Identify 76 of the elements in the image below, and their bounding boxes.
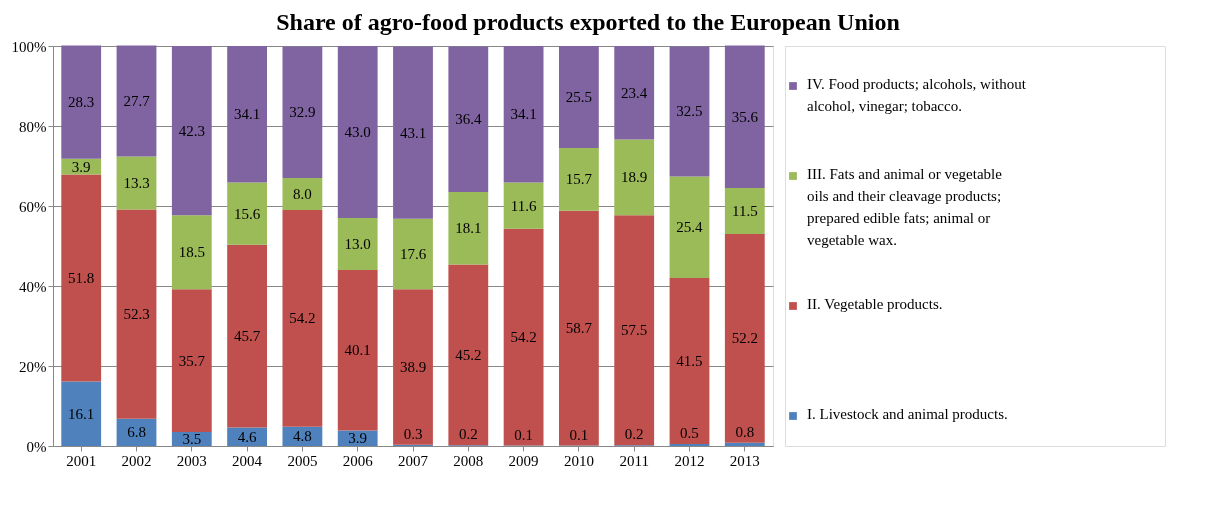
data-label: 51.8 [68,270,95,286]
y-tick-label: 80% [19,118,47,135]
data-label: 3.9 [71,158,91,175]
x-tick-label: 2010 [563,452,594,469]
x-tick-label: 2012 [674,452,705,469]
data-label: 57.5 [621,322,648,339]
data-label: 43.0 [344,124,371,140]
data-label: 25.4 [676,219,704,236]
data-label: 4.6 [237,428,257,445]
x-tick-label: 2005 [287,452,318,469]
data-label: 38.9 [399,359,427,375]
y-tick-label: 100% [11,38,47,55]
x-tick-label: 2003 [176,452,207,469]
data-label: 54.2 [289,310,316,327]
y-tick-label: 20% [19,358,47,375]
data-label: 32.5 [676,103,703,120]
data-label: 54.2 [510,329,537,346]
y-tick-label: 0% [26,438,47,455]
data-label: 45.7 [233,328,261,345]
data-label: 25.5 [565,89,593,105]
data-label: 0.1 [514,426,533,443]
data-label: 17.6 [399,246,427,262]
x-tick-label: 2008 [453,452,484,469]
data-label: 35.6 [731,108,759,125]
data-label: 13.0 [344,236,371,252]
legend-label: III. Fats and animal or vegetable oils and their cleavage products; prepared edible fats; animal or vegetable wax. [807,166,1003,248]
data-label: 27.7 [123,93,151,109]
data-label: 45.2 [455,346,482,363]
data-label: 0.8 [735,423,755,440]
x-tick-label: 2013 [729,452,760,469]
x-tick-label: 2001 [66,452,97,469]
data-label: 0.3 [403,425,423,442]
data-label: 43.1 [399,124,427,141]
data-label: 52.3 [123,306,150,323]
x-tick-label: 2004 [232,452,263,469]
x-tick-label: 2007 [398,452,429,469]
data-label: 40.1 [344,342,371,359]
data-label: 32.9 [289,104,316,121]
legend-label: I. Livestock and animal products. [807,406,1008,422]
x-tick-label: 2002 [121,452,152,469]
data-label: 15.6 [233,205,261,222]
data-label: 4.8 [293,428,312,445]
data-label: 18.9 [621,169,648,186]
data-label: 34.1 [510,106,537,123]
chart-title: Share of agro-food products exported to the European Union [276,8,900,35]
data-label: 3.9 [348,430,368,447]
data-label: 8.0 [293,186,312,202]
data-label: 42.3 [178,122,205,139]
data-label: 34.1 [233,106,261,123]
data-label: 13.3 [123,175,150,191]
x-tick-label: 2011 [619,452,649,469]
data-label: 11.5 [731,203,758,219]
data-label: 0.2 [624,426,644,443]
data-label: 18.1 [455,220,482,237]
data-label: 11.6 [510,197,537,214]
legend-label: II. Vegetable products. [807,296,943,312]
x-tick-label: 2006 [342,452,374,469]
legend-label: IV. Food products; alcohols, without alcohol, vinegar; tobacco. [807,76,1027,114]
data-label: 16.1 [68,405,95,422]
data-label: 35.7 [178,352,206,369]
data-label: 15.7 [565,171,593,188]
y-tick-label: 40% [19,278,47,295]
data-label: 0.5 [680,425,699,441]
x-tick-label: 2009 [508,452,539,469]
data-label: 3.5 [182,431,202,447]
data-label: 6.8 [127,424,146,441]
data-label: 52.2 [731,330,758,347]
data-label: 0.2 [458,426,478,443]
data-label: 36.4 [455,111,482,128]
data-label: 23.4 [621,84,648,101]
data-label: 58.7 [565,320,593,337]
data-label: 18.5 [178,244,205,261]
data-label: 0.1 [569,426,589,443]
data-label: 41.5 [676,353,703,369]
y-tick-label: 60% [19,198,47,215]
data-label: 28.3 [68,94,95,111]
